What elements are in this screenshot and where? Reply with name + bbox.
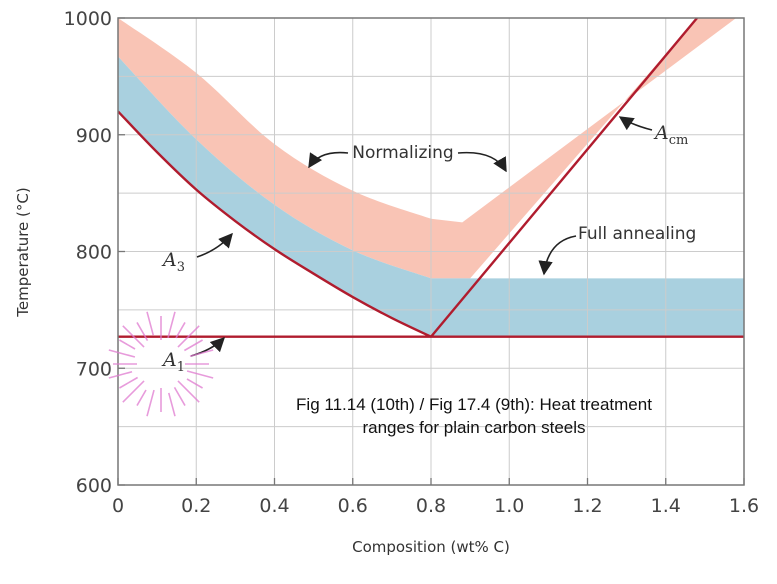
- burst-ray-4: [173, 386, 186, 406]
- x-axis-label: Composition (wt% C): [352, 538, 510, 556]
- svg-text:A3: A3: [161, 249, 185, 275]
- x-tick-label-7: 1.4: [651, 495, 681, 517]
- normalizing-region: [118, 18, 737, 279]
- burst-ray-16: [136, 322, 149, 342]
- a3-label: A3: [161, 232, 233, 275]
- normalizing-annotation: Normalizing: [308, 143, 507, 173]
- x-tick-label-1: 0.2: [181, 495, 211, 517]
- burst-ray-13: [108, 349, 136, 358]
- y-tick-label-1: 700: [76, 358, 112, 380]
- x-tick-label-8: 1.6: [729, 495, 759, 517]
- burst-ray-1: [186, 370, 214, 379]
- burst-ray-21: [177, 325, 200, 348]
- acm-line: [430, 18, 698, 338]
- y-tick-label-3: 900: [76, 125, 112, 147]
- x-tick-label-5: 1.0: [494, 495, 524, 517]
- burst-ray-9: [122, 380, 145, 403]
- burst-ray-20: [175, 322, 186, 339]
- burst-ray-22: [183, 339, 203, 352]
- burst-ray-8: [136, 389, 147, 406]
- a1-label: A1: [161, 336, 226, 375]
- x-tick-label-0: 0: [112, 495, 124, 517]
- y-axis-label: Temperature (°C): [14, 187, 32, 317]
- burst-ray-11: [108, 370, 133, 379]
- y-tick-label-4: 1000: [64, 8, 112, 30]
- burst-ray-17: [146, 311, 155, 336]
- burst-ray-14: [119, 339, 136, 350]
- full-annealing-annotation: Full annealing: [538, 224, 696, 276]
- y-tick-label-0: 600: [76, 475, 112, 497]
- burst-ray-5: [167, 392, 176, 417]
- x-tick-label-3: 0.6: [338, 495, 368, 517]
- a3-line: [118, 110, 432, 338]
- burst-ray-3: [177, 380, 200, 403]
- burst-ray-7: [146, 389, 155, 417]
- phase-lines: [118, 18, 744, 338]
- x-axis-ticks: 0 0.2 0.4 0.6 0.8 1.0 1.2 1.4 1.6: [112, 478, 759, 517]
- x-tick-label-2: 0.4: [259, 495, 289, 517]
- y-axis-ticks: 600 700 800 900 1000: [64, 8, 125, 497]
- svg-text:A1: A1: [161, 349, 185, 375]
- y-tick-label-2: 800: [76, 242, 112, 264]
- svg-text:Full annealing: Full annealing: [578, 224, 696, 244]
- svg-text:Normalizing: Normalizing: [352, 143, 453, 163]
- cursor-highlight-burst: [108, 311, 214, 417]
- x-tick-label-6: 1.2: [572, 495, 602, 517]
- acm-label: Acm: [618, 116, 688, 148]
- figure-caption-line-1: Fig 11.14 (10th) / Fig 17.4 (9th): Heat …: [296, 395, 652, 414]
- figure-caption-line-2: ranges for plain carbon steels: [362, 418, 585, 437]
- burst-ray-23: [189, 349, 214, 358]
- burst-ray-15: [122, 325, 145, 348]
- burst-ray-2: [186, 378, 203, 389]
- svg-text:Acm: Acm: [653, 122, 688, 148]
- burst-ray-19: [167, 311, 176, 339]
- burst-ray-10: [119, 376, 139, 389]
- x-tick-label-4: 0.8: [416, 495, 446, 517]
